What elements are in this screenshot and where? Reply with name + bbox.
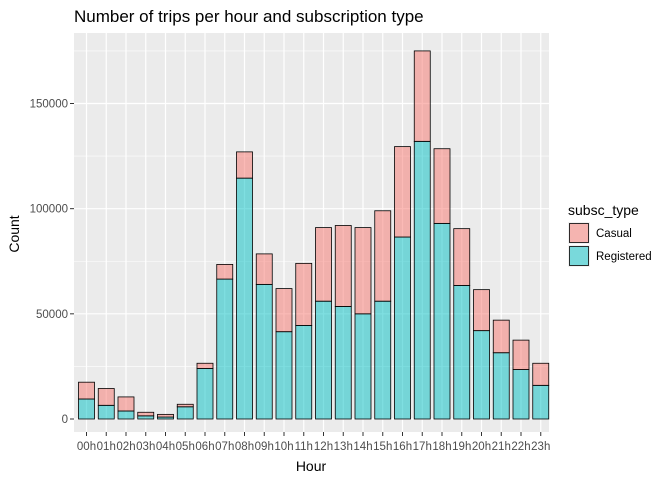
x-tick-label: 12h	[314, 441, 333, 453]
x-axis-title: Hour	[296, 458, 327, 474]
x-tick-label: 09h	[255, 441, 274, 453]
x-tick-label: 06h	[195, 441, 214, 453]
bar-casual-18h	[433, 148, 451, 224]
x-axis-ticks: 00h 01h 02h 03h 04h 05h 06h 07h 08h 09h 10h 11h 12h 1…	[77, 432, 550, 453]
bar-casual-04h	[157, 413, 174, 418]
y-axis-title: Count	[6, 215, 22, 252]
bar-registered-06h	[196, 368, 214, 420]
bar-registered-12h	[315, 300, 332, 420]
bar-casual-19h	[453, 228, 471, 286]
bar-casual-22h	[512, 339, 530, 370]
x-tick-label: 04h	[156, 441, 175, 453]
bar-registered-09h	[255, 283, 273, 420]
x-tick-label: 05h	[176, 441, 195, 453]
legend: subsc_type Casual Registered	[568, 202, 652, 267]
bar-registered-15h	[374, 300, 392, 420]
bar-registered-00h	[78, 398, 95, 420]
bar-registered-16h	[394, 236, 411, 420]
bar-casual-15h	[374, 210, 392, 302]
bar-casual-08h	[236, 151, 253, 179]
bar-casual-10h	[275, 288, 293, 333]
y-tick-label: 100000	[30, 204, 68, 216]
bar-registered-01h	[97, 404, 115, 420]
bar-registered-02h	[117, 410, 135, 420]
bar-casual-05h	[176, 403, 194, 408]
bar-casual-17h	[413, 50, 431, 142]
x-tick-label: 01h	[97, 441, 116, 453]
bar-casual-01h	[97, 388, 115, 406]
bar-registered-13h	[334, 306, 352, 420]
y-tick-label: 150000	[30, 99, 68, 111]
x-tick-label: 03h	[136, 441, 155, 453]
bar-casual-16h	[394, 146, 411, 238]
bar-casual-11h	[295, 262, 313, 326]
x-tick-label: 11h	[295, 441, 313, 453]
bars	[78, 50, 550, 420]
x-tick-label: 02h	[116, 441, 135, 453]
bar-casual-07h	[216, 264, 234, 280]
y-tick-label: 0	[62, 414, 68, 426]
x-tick-label: 10h	[274, 441, 293, 453]
legend-label-casual: Casual	[596, 228, 632, 240]
x-tick-label: 14h	[353, 441, 372, 453]
bar-registered-14h	[354, 313, 372, 420]
bar-registered-23h	[532, 384, 550, 420]
bar-registered-08h	[236, 177, 253, 420]
bar-registered-17h	[413, 140, 431, 420]
bar-casual-21h	[492, 319, 510, 354]
bar-registered-11h	[295, 325, 313, 420]
x-tick-label: 18h	[432, 441, 451, 453]
x-tick-label: 13h	[334, 441, 353, 453]
bar-casual-20h	[473, 289, 490, 332]
bar-registered-07h	[216, 278, 234, 420]
bar-registered-18h	[433, 222, 451, 420]
bar-registered-22h	[512, 369, 530, 420]
x-tick-label: 16h	[393, 441, 412, 453]
legend-label-registered: Registered	[596, 251, 652, 263]
bar-casual-09h	[255, 253, 273, 285]
x-tick-label: 08h	[235, 441, 254, 453]
bar-registered-20h	[473, 330, 490, 420]
x-tick-label: 23h	[531, 441, 550, 453]
bar-registered-21h	[492, 352, 510, 420]
bar-casual-14h	[354, 227, 372, 315]
bar-registered-10h	[275, 331, 293, 420]
bar-casual-12h	[315, 227, 332, 302]
legend-key-casual	[569, 223, 589, 243]
bar-registered-05h	[176, 406, 194, 420]
bar-registered-19h	[453, 285, 471, 420]
x-tick-label: 20h	[472, 441, 491, 453]
legend-key-registered	[569, 246, 589, 266]
x-tick-label: 22h	[511, 441, 530, 453]
legend-title: subsc_type	[568, 202, 639, 218]
x-tick-label: 19h	[452, 441, 471, 453]
x-tick-label: 07h	[215, 441, 234, 453]
y-tick-label: 50000	[36, 309, 68, 321]
bar-casual-06h	[196, 362, 214, 369]
chart-title: Number of trips per hour and subscriptio…	[74, 7, 424, 26]
bar-casual-00h	[78, 381, 95, 400]
y-axis-ticks: 0 50000 100000 150000	[30, 99, 74, 426]
x-tick-label: 15h	[373, 441, 392, 453]
x-tick-label: 17h	[413, 441, 432, 453]
bar-casual-02h	[117, 396, 135, 412]
bar-casual-23h	[532, 362, 550, 386]
x-tick-label: 21h	[492, 441, 511, 453]
bar-casual-03h	[137, 411, 155, 417]
bar-registered-03h	[137, 415, 155, 420]
x-tick-label: 00h	[77, 441, 96, 453]
bar-casual-13h	[334, 225, 352, 307]
